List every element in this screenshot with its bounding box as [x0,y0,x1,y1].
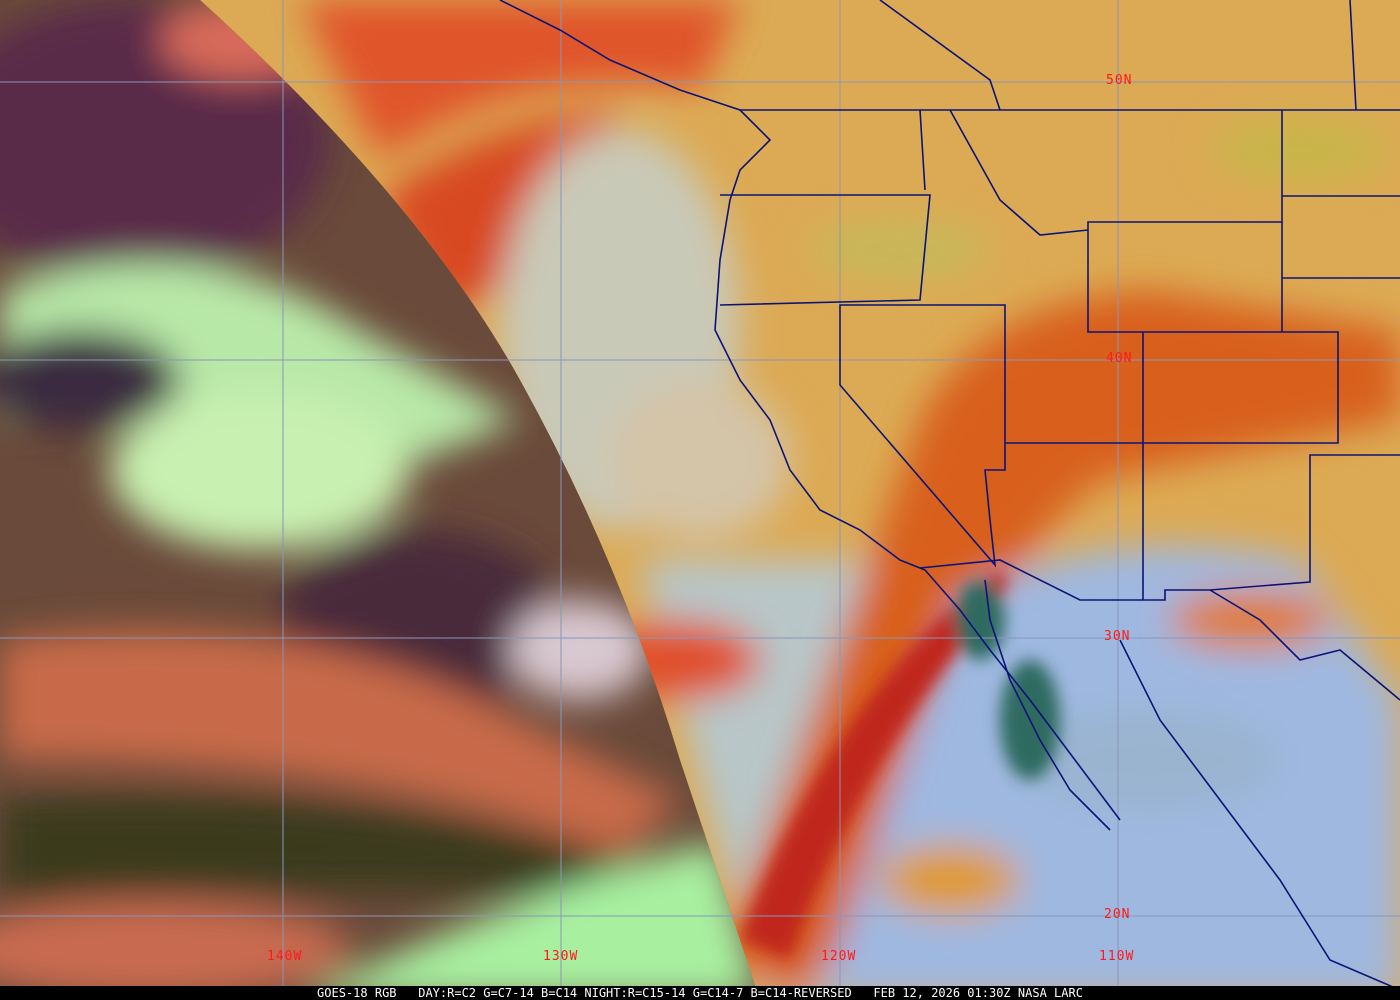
idaho-border [919,109,1089,236]
lat-label-40n: 40N [1106,351,1133,366]
us-mexico-border [919,454,1400,601]
state-borders-east [1281,195,1400,332]
nevada-border [839,304,1006,568]
baja-gulf-coast [984,579,1111,831]
lon-label-120w: 120W [821,949,857,964]
caption-source: NASA LARC [1017,986,1083,1000]
caption-timestamp: FEB 12, 2026 01:30Z [873,986,1011,1000]
lat-label-20n: 20N [1104,907,1131,922]
canada-province-borders [879,0,1357,111]
caption-satellite: GOES-18 RGB [317,986,397,1000]
lon-label-130w: 130W [543,949,579,964]
lat-label-30n: 30N [1104,629,1131,644]
caption-bar: GOES-18 RGB DAY:R=C2 G=C7-14 B=C14 NIGHT… [0,986,1400,1000]
lat-label-50n: 50N [1106,73,1133,88]
lon-label-140w: 140W [267,949,303,964]
mexico-west-coast [1119,639,1400,991]
west-coastline [499,0,1121,821]
mexico-gulf-coast [1209,589,1400,701]
lon-label-110w: 110W [1099,949,1135,964]
oregon-border [719,194,931,306]
political-boundaries [499,0,1400,991]
caption-recipe: DAY:R=C2 G=C7-14 B=C14 NIGHT:R=C15-14 G=… [418,986,852,1000]
